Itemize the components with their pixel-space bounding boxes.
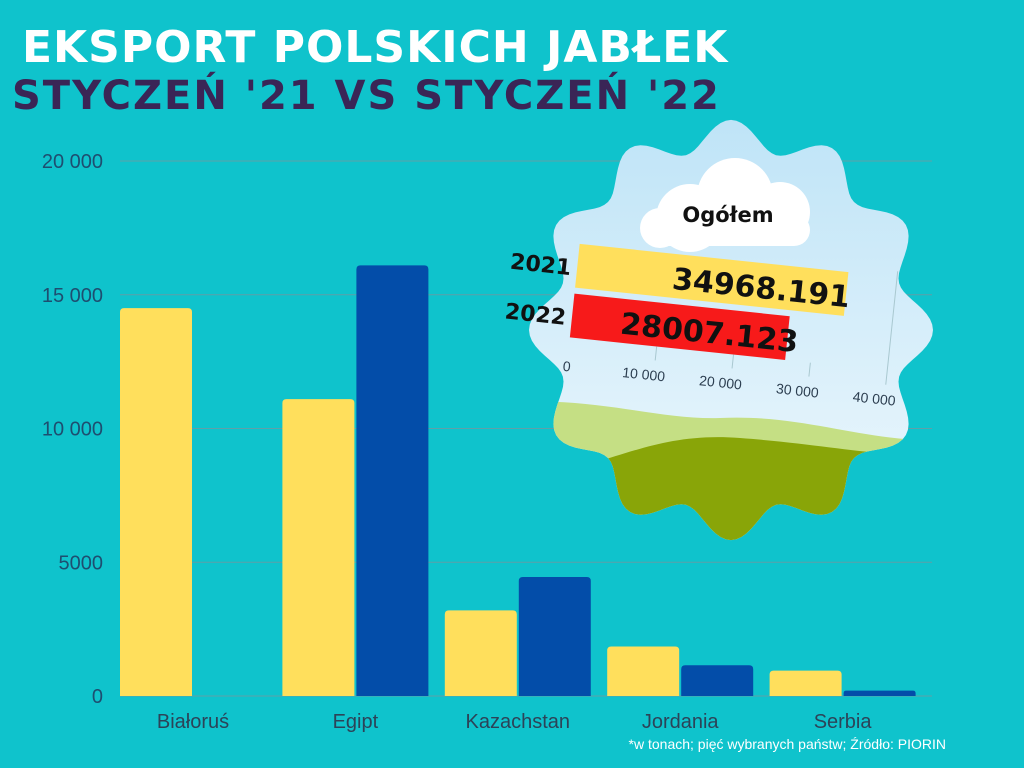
y-tick-label: 5000: [59, 552, 104, 574]
bar-2021-2: [444, 610, 517, 696]
bar-2022-4: [843, 690, 916, 696]
y-tick-label: 10 000: [42, 419, 103, 441]
category-label: Serbia: [814, 711, 873, 733]
inset-grid-line: [885, 271, 899, 385]
bars: [120, 265, 916, 696]
inset-year-label: 2021: [509, 250, 573, 281]
total-bar-2021: [575, 243, 849, 316]
category-labels: Białoruś Egipt Kazachstan Jordania Serbia: [157, 711, 873, 733]
y-tick-label: 15 000: [42, 285, 103, 307]
inset-year-label: 2022: [504, 300, 568, 331]
inset-grid-line: [654, 346, 658, 361]
cloud-shape: [640, 158, 810, 252]
y-tick-label: 0: [92, 686, 103, 708]
y-tick-label: 20 000: [42, 151, 103, 173]
inset-title: Ogółem: [682, 203, 773, 227]
total-bar-2022: [569, 293, 790, 360]
bar-2022-2: [518, 576, 591, 696]
bar-2021-1: [282, 399, 355, 696]
inset-x-tick-label: 20 000: [698, 372, 742, 392]
bar-2021-4: [769, 670, 842, 696]
inset-grid-line: [808, 362, 811, 377]
inset-x-tick-label: 30 000: [775, 380, 819, 400]
bar-2021-0: [120, 308, 192, 696]
y-axis-ticks: 0 5000 10 000 15 000 20 000: [42, 151, 103, 708]
hill-dark: [529, 437, 930, 541]
inset-x-tick-label: 0: [562, 358, 572, 375]
inset-x-tick-label: 10 000: [622, 364, 666, 384]
bar-2021-3: [607, 646, 680, 696]
category-label: Jordania: [642, 711, 720, 733]
category-label: Kazachstan: [466, 711, 571, 733]
footnote: *w tonach; pięć wybranych państw; Źródło…: [628, 736, 946, 752]
bar-2022-1: [356, 265, 429, 696]
chart-subtitle: STYCZEŃ '21 VS STYCZEŃ '22: [12, 73, 721, 119]
bar-2022-3: [681, 665, 754, 696]
inset-x-tick-label: 40 000: [852, 388, 896, 408]
category-label: Białoruś: [157, 711, 229, 733]
inset-grid-line: [731, 354, 735, 369]
chart-title: EKSPORT POLSKICH JABŁEK: [22, 22, 729, 73]
category-label: Egipt: [333, 711, 379, 733]
